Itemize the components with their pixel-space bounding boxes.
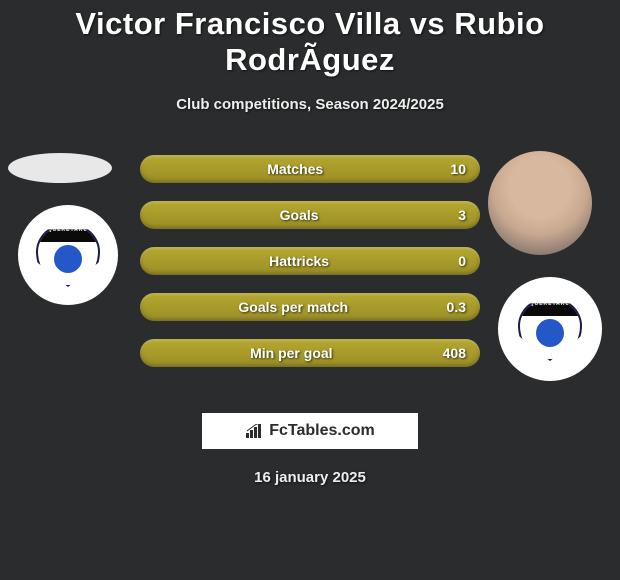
player-left-avatar xyxy=(8,153,112,183)
club-badge-icon: QUERETARO xyxy=(36,223,100,287)
stat-label: Hattricks xyxy=(140,253,458,269)
club-badge-icon: QUERETARO xyxy=(518,297,582,361)
subtitle: Club competitions, Season 2024/2025 xyxy=(0,96,620,113)
stat-right-value: 408 xyxy=(443,345,480,361)
stat-row: Goals 3 xyxy=(140,201,480,229)
watermark-text: FcTables.com xyxy=(269,422,375,440)
player-left-club-badge: QUERETARO xyxy=(18,205,118,305)
stat-label: Goals xyxy=(140,207,458,223)
stat-label: Min per goal xyxy=(140,345,443,361)
watermark: FcTables.com xyxy=(202,413,418,449)
stat-bars: Matches 10 Goals 3 Hattricks 0 Goals per… xyxy=(140,155,480,385)
player-right-club-badge: QUERETARO xyxy=(498,277,602,381)
player-right-avatar xyxy=(488,151,592,255)
stat-right-value: 3 xyxy=(458,207,480,223)
stat-label: Goals per match xyxy=(140,299,447,315)
page-title: Victor Francisco Villa vs Rubio RodrÃgue… xyxy=(0,0,620,78)
stat-right-value: 0 xyxy=(458,253,480,269)
stat-row: Matches 10 xyxy=(140,155,480,183)
stat-label: Matches xyxy=(140,161,450,177)
stat-row: Goals per match 0.3 xyxy=(140,293,480,321)
club-left-name: QUERETARO xyxy=(38,227,98,233)
comparison-area: QUERETARO QUERETARO Matches 10 Goals 3 H… xyxy=(0,143,620,393)
stat-row: Hattricks 0 xyxy=(140,247,480,275)
date-label: 16 january 2025 xyxy=(0,469,620,486)
chart-icon xyxy=(245,424,263,438)
stat-right-value: 0.3 xyxy=(447,299,480,315)
stat-right-value: 10 xyxy=(450,161,480,177)
stat-row: Min per goal 408 xyxy=(140,339,480,367)
club-right-name: QUERETARO xyxy=(520,301,580,307)
